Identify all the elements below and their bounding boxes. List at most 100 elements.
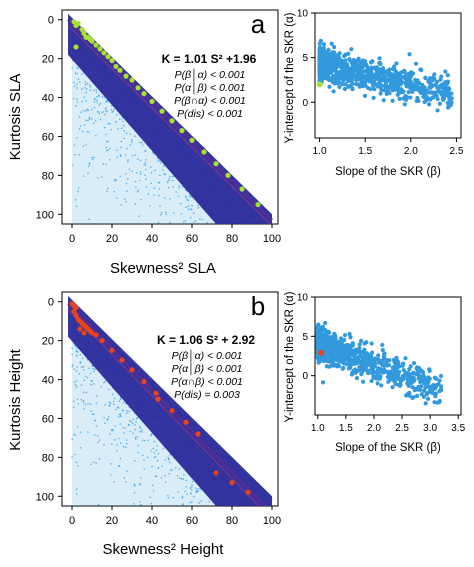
ai-point <box>394 61 399 66</box>
a-highlight-point <box>141 91 147 97</box>
bi-point <box>438 373 444 379</box>
ai-point <box>339 63 344 69</box>
bi-point <box>369 378 374 384</box>
bi-y-tick-label: 0 <box>302 371 308 382</box>
ai-point <box>388 79 393 85</box>
bi-point <box>331 361 336 366</box>
bi-point <box>356 355 361 360</box>
ai-point <box>360 58 365 63</box>
ai-point <box>347 84 352 89</box>
ai-point <box>318 38 323 43</box>
bi-point <box>435 400 440 405</box>
bi-point <box>379 361 384 367</box>
bi-point <box>439 388 444 393</box>
ai-point <box>355 68 361 73</box>
ai-point <box>412 84 417 90</box>
b-highlight-point <box>245 489 251 495</box>
bi-x-tick-label: 2.0 <box>367 423 381 434</box>
ai-point <box>405 95 410 100</box>
ai-point <box>328 60 334 65</box>
ai-point <box>390 98 395 103</box>
bi-point <box>337 351 343 356</box>
bi-point <box>325 343 330 348</box>
bi-y-tick-label: 10 <box>297 293 309 304</box>
panel-b-annotation-3: P(α∩β) < 0.001 <box>171 376 243 388</box>
bi-point <box>364 340 369 345</box>
bi-point <box>368 353 373 358</box>
bi-point <box>320 380 326 385</box>
bi-highlight-point <box>318 349 325 356</box>
a-highlight-point <box>93 42 99 48</box>
ai-point <box>350 86 355 91</box>
ai-point <box>342 86 347 92</box>
ai-point <box>378 91 383 96</box>
ai-point <box>317 49 322 54</box>
a-x-tick-label: 80 <box>226 233 238 245</box>
panel-b-letter: b <box>251 291 265 321</box>
ai-point <box>440 92 446 97</box>
ai-point <box>395 92 400 97</box>
ai-point <box>349 47 354 52</box>
ai-point <box>381 98 386 103</box>
b-y-tick-label: 100 <box>36 491 54 503</box>
panel-b-annotation-4: P(dis) = 0.003 <box>174 389 240 401</box>
ai-point <box>374 71 379 76</box>
ai-point <box>327 84 332 89</box>
panel-b-equation: K = 1.06 S² + 2.92 <box>157 333 255 347</box>
panel-b-x-axis: 0 20 40 60 80 100 <box>69 506 281 527</box>
b-y-tick-label: 0 <box>48 297 54 309</box>
bi-point <box>397 383 402 388</box>
ai-point <box>402 102 407 107</box>
a-highlight-point <box>213 161 219 167</box>
ai-point <box>375 68 381 73</box>
b-highlight-point <box>89 330 95 336</box>
ai-point <box>331 45 337 50</box>
bi-point <box>324 357 329 363</box>
a-highlight-point <box>129 77 135 83</box>
ai-point <box>332 81 337 86</box>
ai-point <box>359 70 364 75</box>
ai-point <box>347 71 352 76</box>
a-y-tick-label: 60 <box>42 131 54 143</box>
ai-point <box>421 85 427 90</box>
ai-point <box>351 61 357 66</box>
ai-point <box>370 80 376 85</box>
bi-point <box>377 376 382 381</box>
bi-point <box>369 341 374 346</box>
bi-point <box>430 390 435 396</box>
bi-point <box>418 379 423 385</box>
a-highlight-point <box>105 54 111 60</box>
panel-a-annotation-4: P(dis) < 0.001 <box>177 108 243 120</box>
bi-point <box>380 347 385 353</box>
ai-point <box>349 59 354 64</box>
b-highlight-point <box>129 367 135 373</box>
ai-point <box>423 76 428 81</box>
ai-point <box>443 69 448 74</box>
ai-point <box>437 101 442 106</box>
ai-point <box>337 74 342 79</box>
ai-point <box>360 65 365 70</box>
bi-point <box>320 345 325 350</box>
ai-point <box>381 75 386 80</box>
bi-point <box>390 385 395 390</box>
bi-point <box>425 379 430 384</box>
panel-a-inset-x-label: Slope of the SKR (β) <box>335 166 441 178</box>
bi-point <box>350 361 355 367</box>
a-highlight-point <box>189 137 195 143</box>
bi-y-tick-label: 5 <box>302 332 308 343</box>
ai-y-tick-label: 0 <box>302 98 308 109</box>
ai-point <box>341 75 346 80</box>
ai-point <box>426 102 432 107</box>
panel-a-frame <box>61 9 279 225</box>
bi-point <box>410 385 415 390</box>
panel-a-inset-x-axis: 1.0 1.5 2.0 2.5 <box>313 138 464 157</box>
ai-highlight-point <box>316 81 323 88</box>
ai-point <box>331 50 337 55</box>
bi-x-tick-label: 3.0 <box>423 423 437 434</box>
b-highlight-point <box>77 326 83 332</box>
ai-point <box>417 87 422 92</box>
ai-point <box>415 78 420 83</box>
bi-x-tick-label: 1.5 <box>339 423 353 434</box>
bi-point <box>414 366 419 371</box>
bi-point <box>380 369 385 375</box>
